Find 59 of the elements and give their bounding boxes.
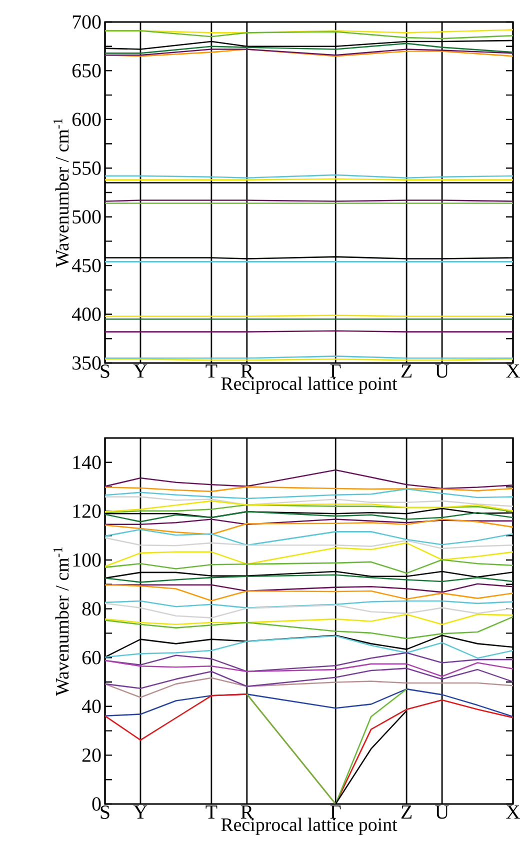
y-axis-title: Wavenumber / cm$^{-1}$ <box>53 547 69 696</box>
y-tick-label: 600 <box>72 112 101 126</box>
x-tick-label: Γ <box>330 364 341 378</box>
y-tick-label: 80 <box>82 602 101 616</box>
line-series <box>105 600 514 608</box>
line-series <box>105 559 514 574</box>
line-series <box>105 537 514 550</box>
y-tick-label: 400 <box>72 308 101 321</box>
x-tick-label: R <box>240 806 254 819</box>
y-tick-label: 20 <box>82 748 101 762</box>
line-series <box>105 688 514 718</box>
x-tick-label: X <box>506 806 520 819</box>
x-tick-label: T <box>206 806 218 819</box>
line-series <box>105 660 514 678</box>
y-tick-label: 120 <box>73 504 101 518</box>
y-tick-label: 100 <box>73 553 101 567</box>
line-series <box>105 616 514 640</box>
x-tick-label: Y <box>134 806 148 819</box>
x-tick-label: Y <box>134 364 148 378</box>
y-tick-label: 350 <box>72 356 101 370</box>
y-tick-label: 60 <box>82 650 101 664</box>
line-series <box>105 488 514 500</box>
line-series <box>105 574 514 583</box>
x-tick-label: U <box>435 806 449 819</box>
x-tick-label: U <box>435 364 449 378</box>
line-series <box>105 652 514 672</box>
line-series <box>105 30 514 40</box>
line-series <box>105 511 514 522</box>
line-series <box>105 614 514 626</box>
x-tick-label: S <box>100 806 110 819</box>
y-tick-label: 450 <box>72 258 101 272</box>
line-series <box>105 668 514 689</box>
y-tick-label: 500 <box>72 210 101 224</box>
line-series <box>105 584 514 602</box>
y-tick-label: 550 <box>72 161 101 175</box>
line-series <box>105 518 514 536</box>
line-series <box>246 688 408 804</box>
x-tick-label: X <box>506 364 520 378</box>
line-series <box>105 542 514 567</box>
x-tick-label: T <box>206 364 218 378</box>
x-tick-label: Z <box>401 364 412 378</box>
x-tick-label: Γ <box>330 806 341 819</box>
line-series <box>105 528 514 546</box>
line-series <box>105 469 514 490</box>
y-tick-label: 40 <box>82 700 101 714</box>
y-tick-label: 650 <box>72 64 101 78</box>
y-tick-label: 0 <box>92 797 101 811</box>
y-tick-label: 700 <box>72 15 101 29</box>
line-series <box>105 602 514 618</box>
y-axis-title: Wavenumber / cm$^{-1}$ <box>53 118 69 268</box>
x-tick-label: Z <box>401 806 412 819</box>
y-tick-label: 140 <box>73 456 101 470</box>
x-axis-title: Reciprocal lattice point <box>221 376 398 394</box>
x-tick-label: S <box>100 364 110 378</box>
line-series <box>105 42 514 54</box>
x-axis-title: Reciprocal lattice point <box>221 818 398 835</box>
x-tick-label: R <box>240 364 254 378</box>
line-series <box>105 496 514 507</box>
line-series <box>105 500 514 512</box>
